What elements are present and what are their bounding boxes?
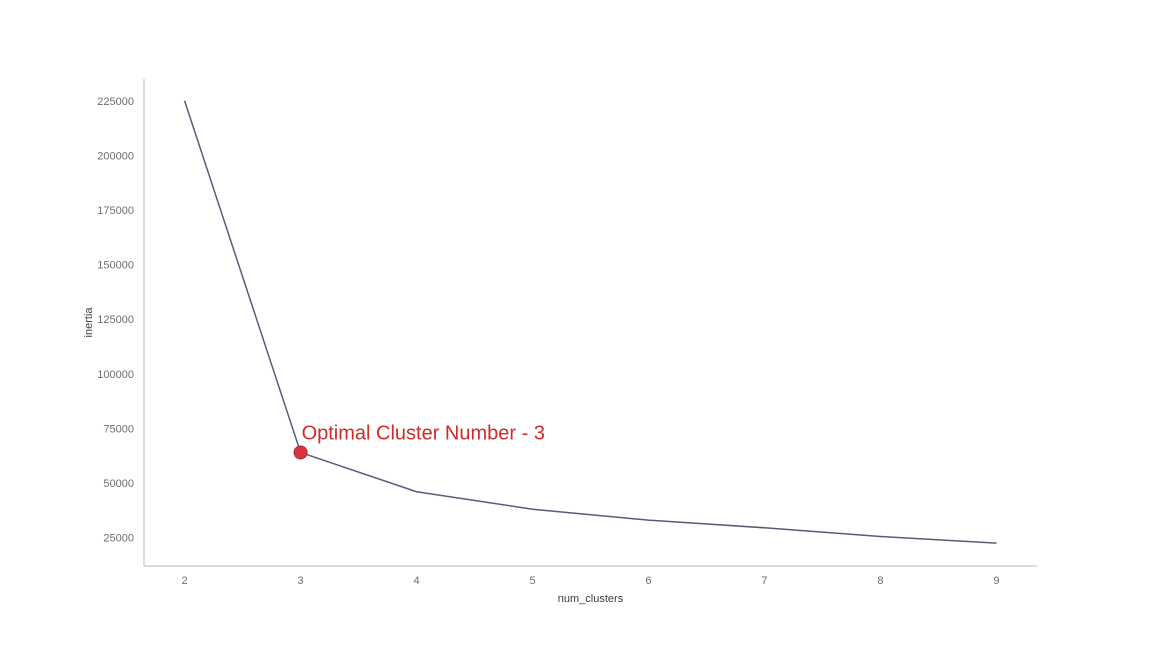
y-tick-label: 25000 bbox=[103, 533, 134, 545]
y-tick-label: 200000 bbox=[97, 150, 134, 162]
x-tick-label: 2 bbox=[182, 575, 188, 587]
y-tick-label: 175000 bbox=[97, 205, 134, 217]
y-tick-label: 50000 bbox=[103, 478, 134, 490]
y-tick-label: 125000 bbox=[97, 314, 134, 326]
x-tick-label: 4 bbox=[413, 575, 419, 587]
y-tick-label: 100000 bbox=[97, 369, 134, 381]
y-ticks: 25000 50000 75000 100000 125000 150000 175000 2… bbox=[97, 96, 134, 545]
y-tick-label: 150000 bbox=[97, 260, 134, 272]
optimal-point-marker bbox=[293, 445, 308, 460]
y-tick-label: 225000 bbox=[97, 96, 134, 108]
series-group bbox=[183, 100, 997, 544]
y-axis-label: inertia bbox=[83, 307, 95, 338]
annotation-group: Optimal Cluster Number - 3 bbox=[293, 422, 545, 460]
x-tick-label: 5 bbox=[529, 575, 535, 587]
x-tick-label: 3 bbox=[298, 575, 304, 587]
x-tick-label: 6 bbox=[645, 575, 651, 587]
axes bbox=[143, 79, 1037, 567]
x-ticks: 2 3 4 5 6 7 8 9 bbox=[182, 575, 1000, 587]
annotation-text: Optimal Cluster Number - 3 bbox=[302, 422, 545, 444]
x-tick-label: 8 bbox=[877, 575, 883, 587]
y-tick-label: 75000 bbox=[103, 423, 134, 435]
x-axis-label: num_clusters bbox=[558, 593, 624, 605]
x-tick-label: 7 bbox=[761, 575, 767, 587]
x-tick-label: 9 bbox=[993, 575, 999, 587]
series-line bbox=[183, 100, 997, 544]
